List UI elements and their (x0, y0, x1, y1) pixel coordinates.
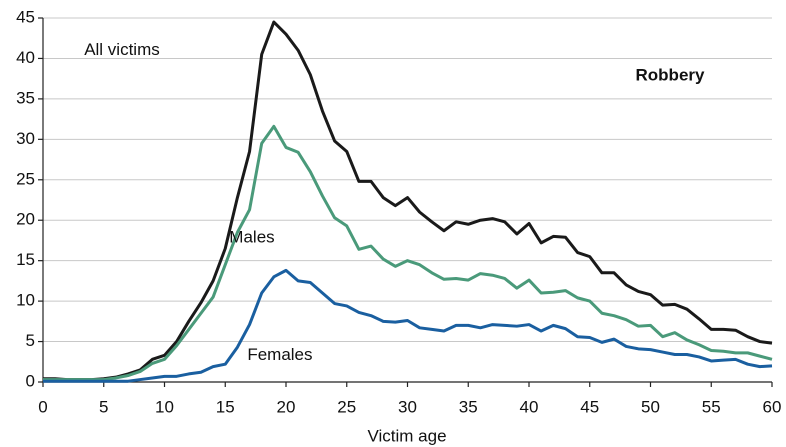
x-tick-label: 10 (155, 397, 174, 416)
y-tick-label: 25 (16, 169, 35, 188)
x-axis-label: Victim age (367, 426, 446, 445)
y-tick-label: 5 (26, 331, 35, 350)
x-tick-label: 5 (99, 397, 108, 416)
series-line (43, 268, 773, 383)
y-tick-label: 30 (16, 129, 35, 148)
y-tick-label: 20 (16, 210, 35, 229)
series-line (43, 124, 773, 382)
chart-title: Robbery (636, 65, 706, 84)
x-tick-label: 20 (277, 397, 296, 416)
series-line (43, 20, 773, 382)
x-tick-label: 35 (459, 397, 478, 416)
x-tick-label: 25 (337, 397, 356, 416)
y-tick-label: 35 (16, 88, 35, 107)
y-tick-label: 45 (16, 7, 35, 26)
y-tick-label: 10 (16, 291, 35, 310)
x-tick-label: 40 (520, 397, 539, 416)
x-tick-label: 0 (38, 397, 47, 416)
x-tick-label: 55 (702, 397, 721, 416)
y-tick-label: 15 (16, 250, 35, 269)
series-label: Males (229, 228, 274, 247)
series-label: Females (247, 345, 312, 364)
x-tick-label: 15 (216, 397, 235, 416)
y-tick-label: 0 (26, 371, 35, 390)
x-tick-label: 30 (398, 397, 417, 416)
y-tick-label: 40 (16, 48, 35, 67)
series-label: All victims (84, 40, 160, 59)
x-tick-label: 50 (641, 397, 660, 416)
x-tick-label: 45 (580, 397, 599, 416)
x-tick-label: 60 (763, 397, 782, 416)
